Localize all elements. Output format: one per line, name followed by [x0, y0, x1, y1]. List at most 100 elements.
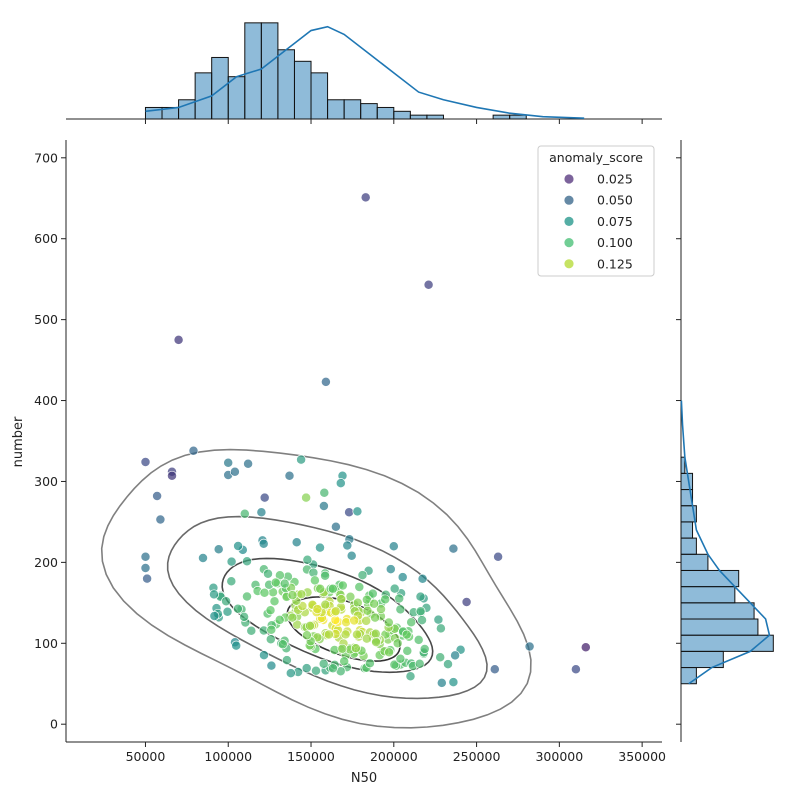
scatter-point: [309, 575, 320, 586]
scatter-point: [436, 677, 447, 688]
y-axis-label: number: [11, 416, 26, 467]
scatter-point: [223, 457, 234, 468]
scatter-point: [140, 563, 151, 573]
scatter-point: [213, 544, 224, 555]
y-tick-label: 300: [34, 474, 58, 489]
scatter-point: [239, 611, 250, 622]
scatter-point: [281, 655, 292, 666]
scatter-point: [339, 656, 350, 667]
scatter-point: [266, 660, 277, 671]
scatter-point: [395, 604, 406, 615]
scatter-point: [311, 665, 321, 676]
scatter-point: [266, 624, 277, 635]
scatter-point: [397, 572, 408, 583]
scatter-point: [352, 506, 363, 517]
scatter-point: [493, 551, 504, 562]
scatter-point: [296, 589, 307, 600]
scatter-point: [274, 614, 285, 625]
scatter-point: [296, 454, 307, 465]
scatter-point: [312, 604, 323, 615]
scatter-point: [392, 638, 403, 649]
scatter-point: [259, 650, 269, 661]
x-tick-label: 150000: [287, 749, 335, 764]
y-tick-label: 200: [34, 555, 58, 570]
kde-contour: [166, 515, 488, 700]
scatter-point: [209, 611, 220, 621]
x-hist-bar: [211, 56, 229, 120]
legend-entry-label: 0.025: [597, 172, 633, 187]
scatter-point: [327, 583, 338, 594]
y-hist-bar: [680, 569, 740, 588]
y-hist-bar: [680, 618, 759, 636]
scatter-point: [370, 628, 381, 639]
scatter-point: [341, 617, 352, 628]
scatter-point: [302, 554, 313, 565]
scatter-point: [233, 541, 244, 551]
scatter-point: [443, 659, 453, 670]
scatter-point: [395, 653, 406, 664]
scatter-point: [388, 541, 399, 552]
scatter-point: [433, 614, 444, 625]
legend-entry-label: 0.125: [597, 256, 633, 271]
scatter-point: [258, 538, 269, 549]
y-hist-bar: [680, 553, 709, 571]
legend-marker: [564, 259, 574, 269]
scatter-point: [270, 577, 281, 588]
scatter-point: [284, 470, 295, 481]
scatter-point: [320, 570, 331, 581]
scatter-axes: [65, 140, 662, 743]
scatter-point: [401, 629, 412, 640]
kde-contour: [100, 448, 532, 729]
scatter-point: [361, 633, 372, 644]
scatter-point: [140, 457, 151, 467]
scatter-point: [419, 644, 430, 654]
scatter-point: [259, 492, 270, 503]
scatter-point: [349, 615, 360, 626]
legend-marker: [564, 195, 574, 205]
x-hist-bar: [194, 72, 213, 120]
scatter-point: [323, 629, 334, 640]
marginal-y-histogram: [680, 140, 774, 742]
scatter-point: [287, 612, 298, 623]
scatter-point: [362, 605, 373, 616]
legend-marker: [564, 238, 574, 248]
scatter-point: [360, 192, 371, 203]
scatter-point: [580, 642, 591, 653]
scatter-point: [265, 605, 276, 616]
scatter-point: [435, 623, 446, 634]
x-hist-bar: [360, 103, 378, 120]
scatter-point: [448, 543, 459, 554]
scatter-point: [337, 643, 348, 654]
scatter-point: [301, 630, 312, 641]
scatter-point: [450, 650, 461, 661]
scatter-point: [361, 615, 372, 626]
scatter-point: [263, 568, 273, 579]
scatter-point: [291, 537, 302, 548]
scatter-point: [226, 556, 237, 567]
scatter-point: [167, 470, 177, 481]
legend: anomaly_score 0.025 0.050 0.075 0.100 0.125: [537, 145, 655, 277]
y-hist-bar: [680, 537, 697, 555]
scatter-point: [198, 553, 208, 563]
scatter-point: [346, 550, 357, 561]
axis-ticks: 50000 100000 150000 200000 250000 300000 35000…: [34, 119, 681, 764]
scatter-point: [335, 478, 346, 489]
scatter-point: [423, 279, 434, 290]
scatter-point: [320, 376, 331, 387]
scatter-point: [231, 640, 242, 651]
scatter-point: [344, 507, 355, 518]
legend-entry-label: 0.100: [597, 235, 633, 250]
x-hist-bar: [260, 22, 279, 120]
scatter-point: [384, 647, 395, 658]
scatter-point: [371, 637, 382, 648]
legend-box: [537, 145, 655, 277]
scatter-point: [188, 445, 199, 456]
scatter-point: [140, 551, 151, 562]
scatter-point: [406, 617, 417, 628]
legend-title: anomaly_score: [549, 150, 643, 165]
scatter-point: [342, 540, 353, 551]
scatter-point: [352, 629, 362, 640]
y-tick-label: 600: [34, 231, 58, 246]
scatter-point: [364, 658, 375, 669]
x-tick-label: 300000: [535, 749, 583, 764]
